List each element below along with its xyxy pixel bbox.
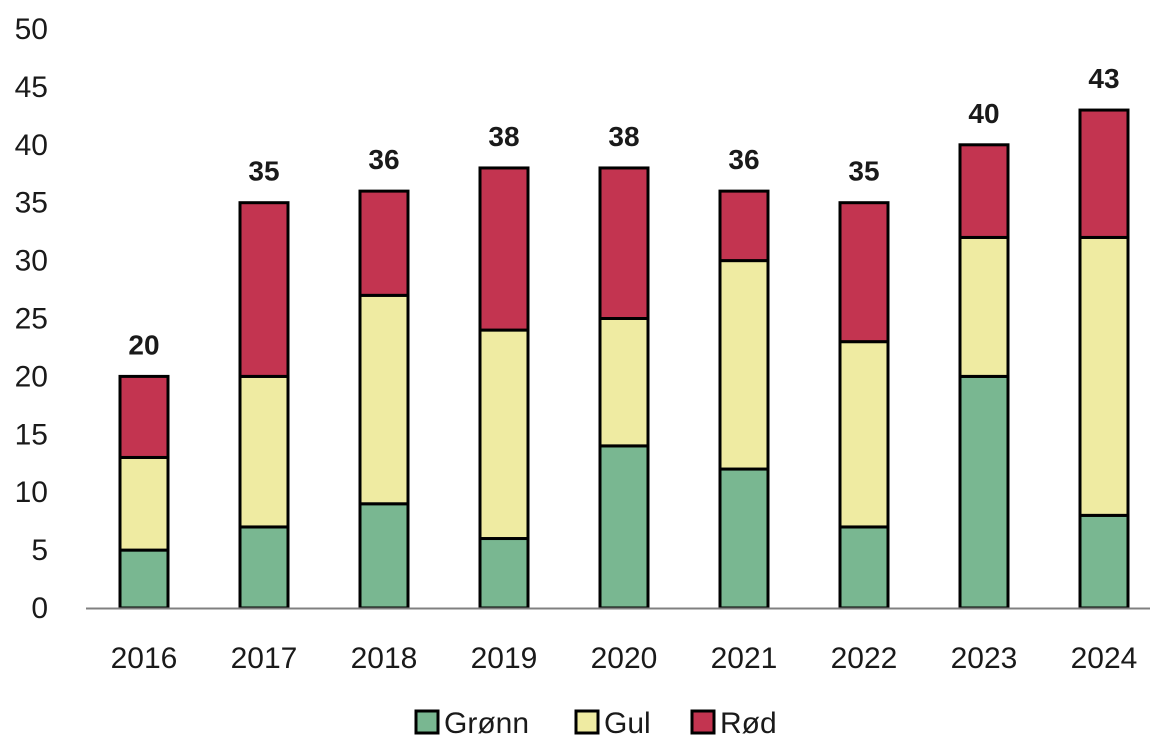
bar-segment-r-d (118, 374, 170, 459)
x-tick-label: 2022 (831, 642, 898, 675)
x-tick-label: 2021 (711, 642, 778, 675)
legend-label: Gul (604, 707, 651, 740)
bar-total-label: 35 (248, 156, 279, 187)
legend-swatch-gul (574, 709, 600, 735)
bar-segment-gr-nn (118, 548, 170, 610)
bar-segment-gul (358, 293, 410, 506)
bar-total-label: 35 (848, 156, 879, 187)
bar-total-label: 40 (968, 98, 999, 129)
y-tick-label: 45 (15, 71, 48, 104)
bar-segment-gr-nn (478, 537, 530, 610)
y-tick-label: 35 (15, 187, 48, 220)
bar-segment-gr-nn (838, 525, 890, 610)
bar-segment-r-d (1078, 108, 1130, 239)
y-tick-label: 10 (15, 476, 48, 509)
bar-total-label: 20 (128, 329, 159, 360)
x-axis: 2016 2017 2018 2019 2020 2021 2022 2023 2024 (111, 642, 1138, 675)
x-tick-label: 2017 (231, 642, 298, 675)
bar-segment-gul (1078, 235, 1130, 517)
bar-segment-r-d (238, 201, 290, 378)
bar-segment-r-d (838, 201, 890, 344)
bar-segment-gr-nn (358, 502, 410, 610)
bars (118, 108, 1130, 610)
bar-segment-gr-nn (958, 374, 1010, 610)
bar-segment-r-d (598, 166, 650, 320)
bar-total-label: 36 (368, 144, 399, 175)
y-tick-label: 20 (15, 360, 48, 393)
x-tick-label: 2020 (591, 642, 658, 675)
x-tick-label: 2018 (351, 642, 418, 675)
x-tick-label: 2016 (111, 642, 178, 675)
bar-segment-gul (118, 455, 170, 552)
bar-segment-gul (598, 317, 650, 448)
y-tick-label: 5 (31, 534, 48, 567)
bar-segment-gr-nn (238, 525, 290, 610)
bar-segment-gul (958, 235, 1010, 378)
x-tick-label: 2023 (951, 642, 1018, 675)
x-tick-label: 2024 (1071, 642, 1138, 675)
bar-segment-gr-nn (598, 444, 650, 610)
bar-total-label: 38 (608, 121, 639, 152)
bar-segment-r-d (478, 166, 530, 332)
bar-segment-gul (238, 374, 290, 529)
bar-total-label: 38 (488, 121, 519, 152)
bar-total-label: 43 (1088, 63, 1119, 94)
bar-segment-gul (718, 259, 770, 471)
bar-segment-gul (478, 328, 530, 541)
legend-label: Rød (720, 707, 777, 740)
legend-label: Grønn (444, 707, 529, 740)
bar-segment-gul (838, 340, 890, 529)
bar-segment-r-d (358, 189, 410, 297)
bar-segment-gr-nn (1078, 513, 1130, 610)
legend: Grønn Gul Rød (414, 707, 777, 740)
y-tick-label: 50 (15, 13, 48, 46)
bar-segment-r-d (958, 143, 1010, 239)
y-tick-label: 25 (15, 303, 48, 336)
x-tick-label: 2019 (471, 642, 538, 675)
bar-segment-r-d (718, 189, 770, 263)
legend-swatch-r-d (690, 709, 716, 735)
y-tick-label: 15 (15, 418, 48, 451)
bar-segment-gr-nn (718, 467, 770, 610)
legend-swatch-gr-nn (414, 709, 440, 735)
y-tick-label: 30 (15, 245, 48, 278)
y-axis: 0 5 10 15 20 25 30 35 40 45 50 (15, 13, 48, 625)
total-labels: 20 35 36 38 38 36 35 40 43 (128, 63, 1119, 360)
y-tick-label: 0 (31, 592, 48, 625)
bar-total-label: 36 (728, 144, 759, 175)
y-tick-label: 40 (15, 129, 48, 162)
